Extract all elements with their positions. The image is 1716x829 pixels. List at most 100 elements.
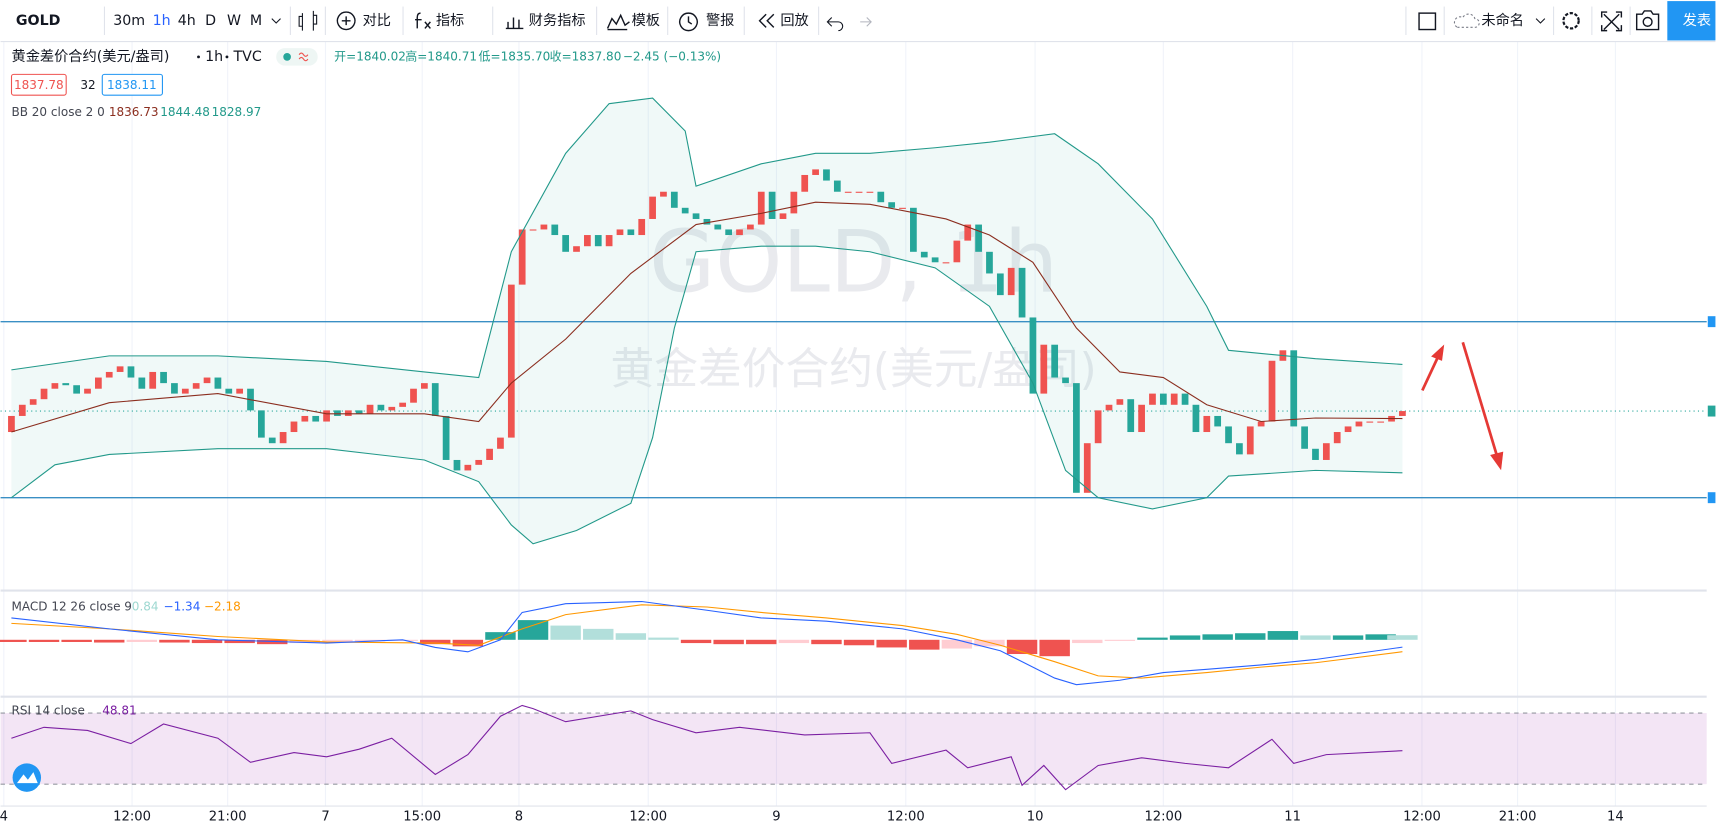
ohlc-value: −2.45 (−0.13%) bbox=[623, 49, 721, 63]
button-icon[interactable] bbox=[415, 12, 431, 29]
bb-upper bbox=[11, 97, 1403, 379]
button-icon[interactable] bbox=[679, 12, 698, 32]
candle-body bbox=[1149, 393, 1156, 405]
candle-body bbox=[290, 421, 298, 433]
macd-histogram-bar bbox=[322, 639, 353, 642]
candle-body bbox=[703, 218, 711, 225]
dropdown-caret[interactable] bbox=[271, 18, 281, 24]
status-pill[interactable] bbox=[276, 48, 318, 66]
macd-histogram-bar bbox=[1039, 639, 1070, 657]
snapshot-button[interactable] bbox=[1635, 10, 1660, 31]
macd-histogram-bar bbox=[583, 628, 614, 640]
interval-button[interactable]: 30m bbox=[113, 13, 145, 29]
logo-circle bbox=[12, 763, 42, 792]
macd-histogram-bar bbox=[126, 639, 158, 642]
settings-button[interactable] bbox=[1562, 12, 1580, 30]
candle-body bbox=[996, 273, 1004, 296]
layout-name[interactable]: 未命名 bbox=[1481, 11, 1524, 29]
undo-button[interactable] bbox=[826, 17, 844, 32]
button-icon[interactable] bbox=[606, 13, 630, 31]
candle-body bbox=[1203, 415, 1211, 433]
candle-body bbox=[1007, 267, 1015, 296]
candle-body bbox=[160, 371, 167, 384]
dropdown-caret[interactable] bbox=[1535, 18, 1546, 24]
interval-button[interactable]: M bbox=[250, 13, 262, 29]
macd-histogram-bar bbox=[843, 639, 875, 646]
macd-histogram-bar bbox=[1332, 635, 1364, 640]
candle-body bbox=[8, 415, 15, 433]
signal-line bbox=[11, 604, 1403, 679]
x-tick-label: 12:00 bbox=[1403, 809, 1441, 824]
macd-histogram-bar bbox=[159, 639, 190, 643]
interval-button[interactable]: W bbox=[227, 13, 241, 29]
interval-button[interactable]: 1h bbox=[153, 13, 171, 29]
candle-body bbox=[670, 191, 678, 208]
candle-body bbox=[192, 383, 200, 389]
interval-button[interactable]: D bbox=[205, 13, 216, 29]
toolbar-button[interactable]: 财务指标 bbox=[529, 12, 586, 29]
separator-dot bbox=[225, 55, 229, 59]
macd-histogram-bar bbox=[191, 639, 223, 644]
x-tick-label: 12:00 bbox=[113, 809, 151, 824]
candle-body bbox=[910, 207, 917, 252]
candle-body bbox=[855, 191, 863, 193]
candle-body bbox=[1105, 404, 1113, 411]
candle-body bbox=[1073, 383, 1080, 493]
ask-price[interactable]: 1838.11 bbox=[107, 78, 157, 92]
candle-body bbox=[279, 432, 287, 444]
redo-button[interactable] bbox=[860, 17, 872, 27]
bid-price[interactable]: 1837.78 bbox=[14, 78, 64, 92]
button-icon[interactable] bbox=[758, 13, 775, 28]
button-icon[interactable] bbox=[336, 11, 356, 31]
macd-histogram-bar bbox=[811, 639, 842, 645]
toolbar-button[interactable]: 回放 bbox=[780, 12, 808, 29]
toolbar-button[interactable]: 指标 bbox=[436, 12, 464, 29]
macd-histogram-bar bbox=[517, 620, 549, 640]
ask-box[interactable] bbox=[101, 73, 163, 96]
chart-type-icon[interactable] bbox=[298, 10, 318, 31]
arrow-head bbox=[1431, 344, 1445, 361]
select-box[interactable] bbox=[1418, 12, 1437, 31]
candle-body bbox=[442, 415, 450, 460]
candle-body bbox=[605, 235, 613, 247]
button-icon[interactable] bbox=[505, 17, 524, 30]
candle-body bbox=[1301, 426, 1308, 449]
interval-button[interactable]: 4h bbox=[178, 13, 196, 29]
publish-button-bg[interactable] bbox=[1667, 1, 1716, 41]
candle-body bbox=[877, 191, 885, 203]
toolbar-button[interactable]: 警报 bbox=[706, 12, 734, 29]
candle-body bbox=[931, 257, 939, 263]
candle-body bbox=[1257, 421, 1265, 427]
rsi-legend: RSI 14 close bbox=[12, 703, 85, 717]
candle-body bbox=[975, 224, 982, 252]
candle-body bbox=[486, 448, 493, 460]
candle-body bbox=[790, 191, 798, 214]
x-tick-label: 12:00 bbox=[1144, 809, 1182, 824]
candle-body bbox=[888, 202, 896, 208]
candle-body bbox=[225, 388, 233, 394]
cloud-icon[interactable] bbox=[1453, 13, 1480, 28]
publish-button[interactable]: 发表 bbox=[1683, 12, 1711, 29]
candle-body bbox=[453, 459, 461, 471]
bid-box[interactable] bbox=[10, 73, 67, 96]
symbol[interactable]: GOLD bbox=[16, 13, 61, 29]
toolbar-button[interactable]: 模板 bbox=[632, 12, 660, 29]
candle-body bbox=[181, 388, 189, 394]
candle-body bbox=[1333, 432, 1341, 444]
candle-body bbox=[964, 224, 972, 241]
candle-body bbox=[551, 224, 559, 236]
candle-body bbox=[584, 235, 591, 247]
rsi-line bbox=[11, 704, 1403, 791]
macd-histogram-bar bbox=[1202, 634, 1233, 640]
arrow-down bbox=[1461, 341, 1499, 456]
symbol-title: 黄金差价合约(美元/盎司) bbox=[12, 48, 170, 65]
candle-body bbox=[1040, 344, 1048, 394]
candle-body bbox=[464, 464, 472, 471]
candle-body bbox=[833, 180, 841, 192]
fullscreen-button[interactable] bbox=[1600, 11, 1623, 32]
x-tick-label: 4 bbox=[0, 809, 8, 824]
macd-histogram-bar bbox=[778, 639, 810, 644]
toolbar-button[interactable]: 对比 bbox=[363, 12, 391, 29]
